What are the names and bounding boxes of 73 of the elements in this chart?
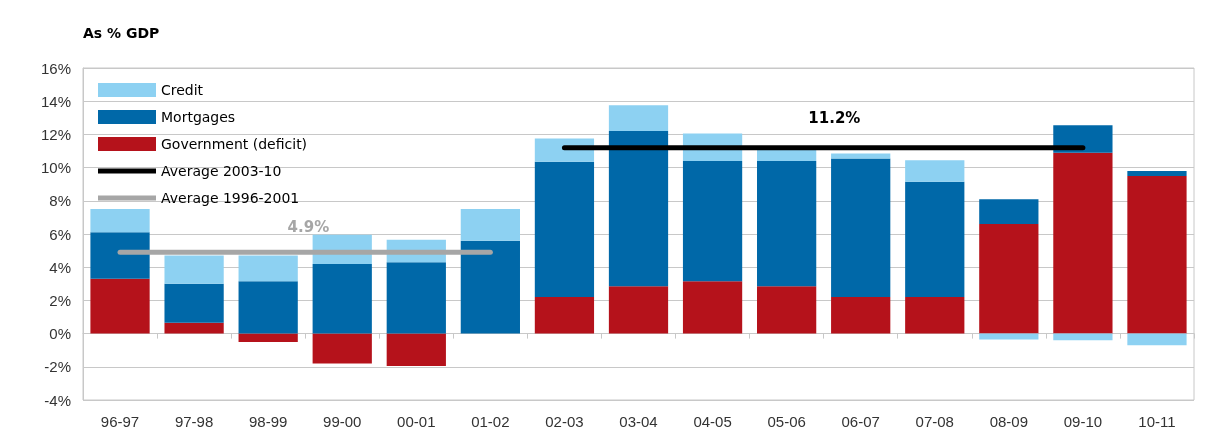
bar: [1053, 152, 1113, 334]
x-tick-label: 06-07: [841, 413, 880, 430]
bar: [164, 283, 224, 323]
bar: [682, 160, 743, 282]
bar: [534, 161, 595, 298]
bar: [757, 149, 817, 161]
bar: [460, 209, 520, 241]
bar: [905, 160, 965, 182]
bar: [1053, 333, 1113, 341]
legend-label: Credit: [161, 82, 204, 98]
bar: [534, 297, 595, 334]
bar: [831, 297, 891, 334]
y-tick-label: 14%: [40, 92, 71, 110]
y-tick-label: 2%: [49, 291, 71, 309]
y-axis-title: As % GDP: [83, 25, 160, 41]
x-tick-label: 99-00: [323, 413, 362, 430]
x-tick-label: 02-03: [545, 413, 584, 430]
y-tick-label: 6%: [49, 225, 71, 243]
legend-label: Average 2003-10: [161, 163, 282, 179]
bar: [238, 281, 298, 334]
x-tick-label: 01-02: [471, 413, 510, 430]
x-tick-label: 08-09: [989, 413, 1029, 430]
y-tick-label: 12%: [40, 125, 71, 143]
x-tick-label: 00-01: [397, 413, 436, 430]
bar: [90, 209, 150, 233]
bar: [1127, 175, 1187, 334]
bar: [460, 240, 520, 334]
bar: [831, 153, 891, 159]
bar: [312, 333, 372, 364]
x-tick-label: 98-99: [248, 413, 288, 430]
bar: [905, 181, 965, 298]
bar: [238, 255, 298, 282]
bar: [608, 286, 669, 334]
y-tick-label: -2%: [44, 358, 71, 376]
x-tick-label: 97-98: [174, 413, 214, 430]
y-tick-label: 8%: [49, 192, 71, 210]
bar: [979, 224, 1039, 334]
bar: [90, 278, 150, 334]
x-tick-label: 07-08: [915, 413, 954, 430]
y-tick-label: 16%: [40, 59, 71, 77]
annotation: 11.2%: [808, 108, 861, 127]
bar: [608, 105, 669, 132]
bar: [608, 131, 669, 287]
bar: [757, 160, 817, 287]
x-tick-label: 04-05: [693, 413, 732, 430]
bar: [238, 333, 298, 342]
bar: [312, 263, 372, 334]
bar: [164, 255, 224, 284]
bar: [905, 297, 965, 334]
legend-label: Government (deficit): [161, 136, 308, 152]
bar: [90, 232, 150, 279]
bar: [682, 281, 743, 334]
x-tick-label: 05-06: [767, 413, 806, 430]
y-tick-label: 10%: [40, 159, 71, 177]
bar: [1053, 125, 1113, 153]
bar: [386, 262, 446, 334]
annotation: 4.9%: [287, 218, 330, 237]
bar: [831, 158, 891, 298]
bar: [979, 199, 1039, 225]
bar: [164, 322, 224, 334]
y-tick-label: -4%: [44, 391, 71, 409]
bar: [1127, 333, 1187, 346]
x-tick-label: 10-11: [1138, 413, 1176, 430]
x-tick-label: 09-10: [1063, 413, 1103, 430]
x-tick-label: 03-04: [619, 413, 658, 430]
y-tick-label: 4%: [49, 258, 71, 276]
bar: [386, 333, 446, 366]
y-tick-label: 0%: [49, 325, 71, 343]
bar: [757, 286, 817, 334]
bar: [1127, 170, 1187, 176]
legend-label: Mortgages: [161, 109, 236, 125]
legend-label: Average 1996-2001: [161, 190, 300, 206]
x-tick-label: 96-97: [100, 413, 140, 430]
